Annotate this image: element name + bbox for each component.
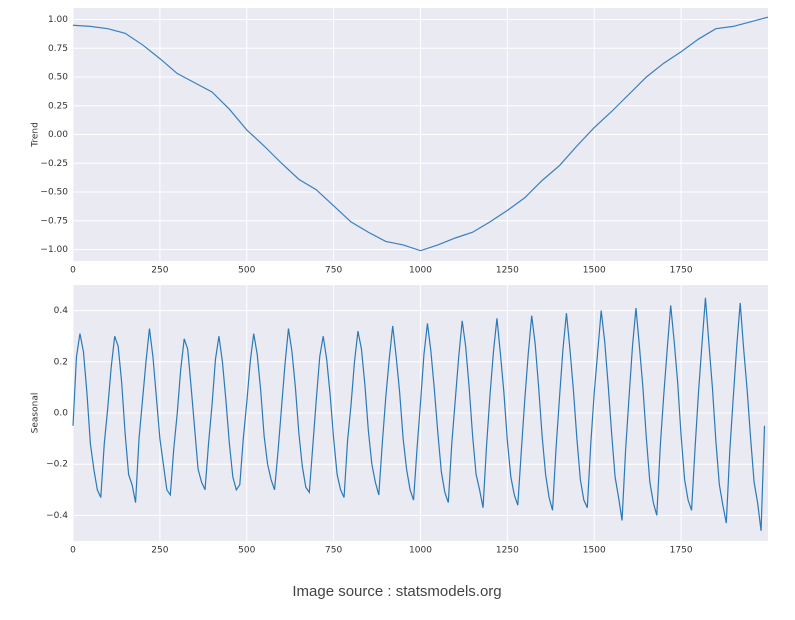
y-tick-label: 1.00 [48,15,68,25]
y-tick-label: −0.75 [40,216,68,226]
y-tick-label: −0.25 [40,159,68,169]
y-tick-label: 0.00 [48,130,68,140]
x-tick-label: 1750 [670,546,693,556]
x-tick-label: 750 [325,266,342,276]
y-tick-label: 0.50 [48,73,68,83]
x-tick-label: 250 [151,266,168,276]
y-tick-label: −1.00 [40,245,68,255]
x-tick-label: 0 [70,546,76,556]
x-tick-label: 250 [151,546,168,556]
y-tick-label: −0.2 [46,460,68,470]
x-tick-label: 750 [325,546,342,556]
x-tick-label: 1250 [496,266,519,276]
x-tick-label: 1000 [409,546,432,556]
x-tick-label: 1000 [409,266,432,276]
x-tick-label: 1250 [496,546,519,556]
x-tick-label: 1500 [583,266,606,276]
x-tick-label: 500 [238,546,255,556]
y-tick-label: 0.0 [54,409,69,419]
y-tick-label: 0.4 [54,306,69,316]
y-tick-label: 0.25 [48,101,68,111]
x-tick-label: 1500 [583,546,606,556]
y-tick-label: −0.4 [46,511,68,521]
x-tick-label: 1750 [670,266,693,276]
y-tick-label: −0.50 [40,188,68,198]
series-line [72,297,766,531]
footer: Image source : statsmodels.org [292,583,501,600]
x-tick-label: 500 [238,266,255,276]
series-line [72,16,769,252]
x-tick-label: 0 [70,266,76,276]
y-axis-label: Trend [31,122,41,148]
y-axis-label: Seasonal [31,393,41,434]
y-tick-label: 0.75 [48,44,68,54]
y-tick-label: 0.2 [54,357,68,367]
